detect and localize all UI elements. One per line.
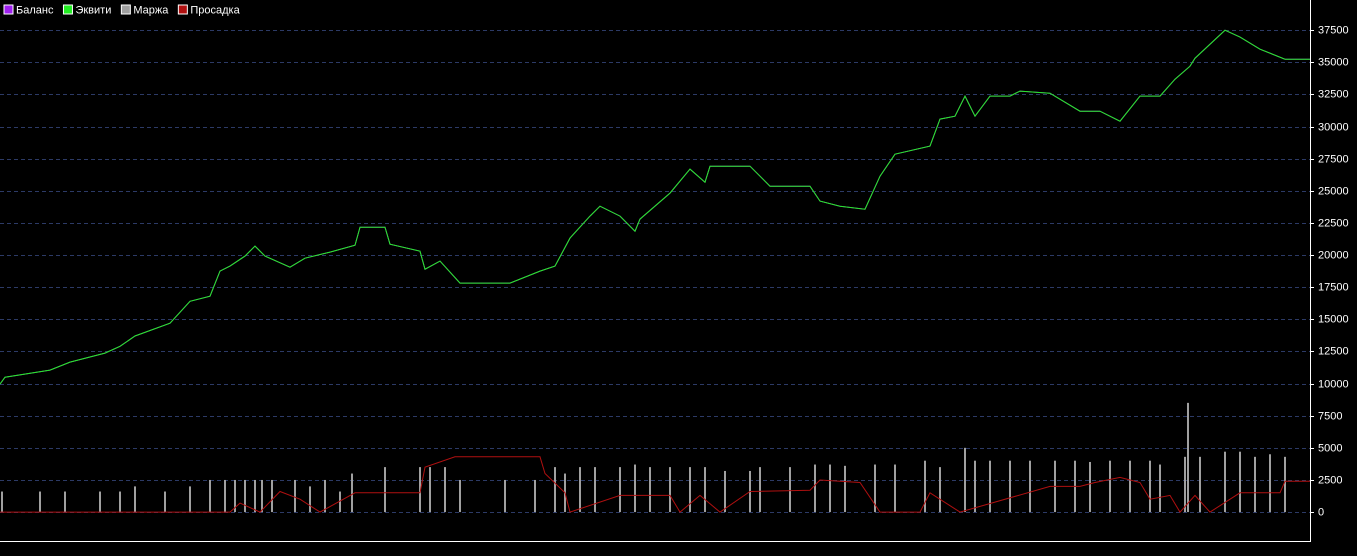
margin-bar xyxy=(444,467,446,513)
y-tick-label: 27500 xyxy=(1318,153,1349,165)
margin-bar xyxy=(689,467,691,513)
series-line xyxy=(0,456,1310,513)
y-tick-label: 10000 xyxy=(1318,378,1349,390)
margin-bar xyxy=(294,479,296,513)
margin-bar xyxy=(429,467,431,513)
margin-bar xyxy=(924,460,926,513)
margin-bar xyxy=(1159,464,1161,513)
margin-bar xyxy=(339,491,341,513)
margin-bar xyxy=(309,486,311,513)
margin-bar xyxy=(64,491,66,513)
legend-swatch xyxy=(120,4,131,15)
legend-swatch xyxy=(177,4,188,15)
margin-bar xyxy=(324,479,326,513)
margin-bar xyxy=(419,467,421,513)
y-tick-label: 12500 xyxy=(1318,345,1349,357)
margin-bar xyxy=(619,467,621,513)
y-tick-label: 30000 xyxy=(1318,121,1349,133)
plot-area xyxy=(0,29,1310,513)
series-line xyxy=(0,29,1310,385)
margin-bar xyxy=(1184,456,1186,513)
y-tick-label: 2500 xyxy=(1318,474,1342,486)
margin-bar xyxy=(814,464,816,513)
margin-bar xyxy=(789,467,791,513)
margin-bar xyxy=(579,467,581,513)
margin-bar xyxy=(254,479,256,513)
y-tick-label: 0 xyxy=(1318,506,1324,518)
margin-bar xyxy=(1239,451,1241,513)
margin-bar xyxy=(704,467,706,513)
margin-bar xyxy=(504,479,506,513)
y-tick-label: 5000 xyxy=(1318,442,1342,454)
margin-bar xyxy=(1149,460,1151,513)
legend-label: Просадка xyxy=(190,4,240,16)
legend-label: Баланс xyxy=(16,4,54,16)
legend-swatch xyxy=(62,4,73,15)
margin-bar xyxy=(1,491,3,513)
margin-bar xyxy=(554,467,556,513)
margin-bar xyxy=(134,486,136,513)
margin-bar xyxy=(1199,456,1201,513)
margin-bar xyxy=(164,491,166,513)
margin-bar xyxy=(634,464,636,513)
margin-bar xyxy=(1109,460,1111,513)
y-tick-label: 32500 xyxy=(1318,88,1349,100)
margin-bar xyxy=(189,486,191,513)
margin-bar xyxy=(1284,456,1286,513)
margin-bar xyxy=(384,467,386,513)
margin-bar xyxy=(724,470,726,513)
margin-bar xyxy=(1224,451,1226,513)
margin-bar xyxy=(669,467,671,513)
margin-bar xyxy=(119,491,121,513)
legend-swatch xyxy=(3,4,14,15)
margin-bar xyxy=(351,473,353,513)
y-tick-label: 15000 xyxy=(1318,313,1349,325)
y-tick-label: 35000 xyxy=(1318,56,1349,68)
margin-bar xyxy=(874,464,876,513)
legend-label: Эквити xyxy=(75,4,111,16)
margin-bar xyxy=(989,460,991,513)
margin-bar xyxy=(224,479,226,513)
margin-bar xyxy=(1089,461,1091,513)
margin-bar xyxy=(894,464,896,513)
margin-bar xyxy=(99,491,101,513)
margin-bar xyxy=(649,467,651,513)
y-tick-label: 17500 xyxy=(1318,281,1349,293)
margin-bar xyxy=(209,479,211,513)
margin-bar xyxy=(1029,460,1031,513)
margin-bar xyxy=(1269,454,1271,513)
margin-bar xyxy=(1129,460,1131,513)
margin-bar xyxy=(964,447,966,513)
margin-bar xyxy=(39,491,41,513)
margin-bar xyxy=(1009,460,1011,513)
margin-bar xyxy=(594,467,596,513)
y-tick-label: 20000 xyxy=(1318,249,1349,261)
margin-bar xyxy=(939,467,941,513)
y-tick-label: 22500 xyxy=(1318,217,1349,229)
margin-bar xyxy=(534,479,536,513)
legend-label: Маржа xyxy=(133,4,169,16)
margin-bar xyxy=(459,479,461,513)
margin-bar xyxy=(244,479,246,513)
margin-bar xyxy=(234,479,236,513)
y-tick-label: 25000 xyxy=(1318,185,1349,197)
margin-bar xyxy=(1187,402,1189,513)
y-tick-label: 7500 xyxy=(1318,410,1342,422)
margin-bar xyxy=(829,464,831,513)
margin-bar xyxy=(974,460,976,513)
margin-bar xyxy=(844,465,846,513)
y-tick-label: 37500 xyxy=(1318,24,1349,36)
margin-bar xyxy=(261,479,263,513)
margin-bar xyxy=(1254,456,1256,513)
margin-bar xyxy=(759,467,761,513)
margin-bar xyxy=(271,479,273,513)
